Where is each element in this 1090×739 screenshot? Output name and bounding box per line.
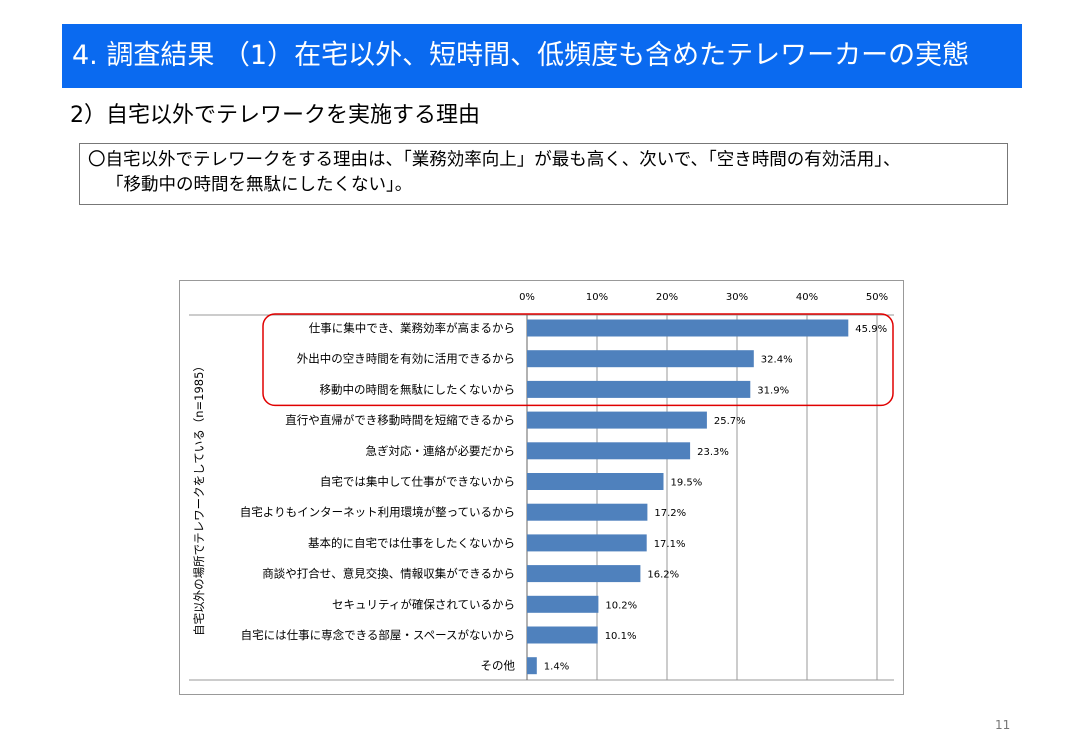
bar bbox=[527, 534, 647, 552]
value-label: 10.2% bbox=[605, 600, 637, 611]
bar bbox=[527, 473, 664, 490]
bar bbox=[527, 411, 707, 429]
bar bbox=[527, 626, 598, 644]
highlight-box bbox=[262, 313, 894, 407]
category-label: 自宅では集中して仕事ができないから bbox=[320, 475, 515, 489]
bar bbox=[527, 319, 849, 337]
value-label: 1.4% bbox=[544, 662, 569, 673]
value-label: 16.2% bbox=[647, 570, 679, 581]
x-tick-label: 30% bbox=[726, 292, 748, 303]
summary-line-1: 〇自宅以外でテレワークをする理由は、「業務効率向上」が最も高く、次いで、「空き時… bbox=[88, 150, 901, 170]
category-label: 仕事に集中でき、業務効率が高まるから bbox=[309, 321, 515, 335]
category-label: セキュリティが確保されているから bbox=[332, 597, 515, 611]
bar bbox=[527, 503, 648, 521]
category-label: 外出中の空き時間を有効に活用できるから bbox=[297, 352, 515, 366]
summary-box: 〇自宅以外でテレワークをする理由は、「業務効率向上」が最も高く、次いで、「空き時… bbox=[79, 143, 1008, 205]
value-label: 45.9% bbox=[855, 324, 887, 335]
category-label: 移動中の時間を無駄にしたくないから bbox=[320, 382, 516, 396]
slide-title-banner: 4. 調査結果 （1）在宅以外、短時間、低頻度も含めたテレワーカーの実態 bbox=[62, 24, 1022, 88]
category-label: 商談や打合せ、意見交換、情報収集ができるから bbox=[262, 567, 515, 581]
category-label: 自宅には仕事に専念できる部屋・スペースがないから bbox=[241, 628, 515, 642]
x-tick-label: 40% bbox=[796, 292, 818, 303]
summary-line-2: 「移動中の時間を無駄にしたくない」。 bbox=[106, 175, 413, 195]
value-label: 31.9% bbox=[757, 385, 789, 396]
value-label: 25.7% bbox=[714, 416, 746, 427]
value-label: 32.4% bbox=[761, 355, 793, 366]
value-label: 17.1% bbox=[654, 539, 686, 550]
category-label: 直行や直帰ができ移動時間を短縮できるから bbox=[285, 413, 515, 427]
category-label: 自宅よりもインターネット利用環境が整っているから bbox=[240, 505, 515, 519]
bar bbox=[527, 657, 537, 675]
value-label: 19.5% bbox=[671, 478, 703, 489]
category-label: その他 bbox=[481, 659, 516, 673]
x-tick-label: 20% bbox=[656, 292, 678, 303]
section-subtitle: 2）自宅以外でテレワークを実施する理由 bbox=[70, 103, 480, 128]
y-axis-label: 自宅以外の場所でテレワークをしている（n=1985） bbox=[192, 360, 206, 636]
x-tick-label: 10% bbox=[586, 292, 608, 303]
value-label: 23.3% bbox=[697, 447, 729, 458]
page-number: 11 bbox=[995, 718, 1011, 732]
bar bbox=[527, 565, 641, 583]
bar bbox=[527, 350, 754, 368]
bar bbox=[527, 380, 751, 398]
bar bbox=[527, 595, 599, 613]
value-label: 10.1% bbox=[605, 631, 637, 642]
category-label: 急ぎ対応・連絡が必要だから bbox=[366, 444, 516, 458]
x-tick-label: 0% bbox=[519, 292, 535, 303]
bar-chart: 0% 10% 20% 30% 40% 50% 仕事に集中でき、業務効率が高まるから 45.9%… bbox=[179, 280, 904, 695]
value-label: 17.2% bbox=[654, 508, 686, 519]
x-tick-label: 50% bbox=[866, 292, 888, 303]
bar bbox=[527, 442, 691, 460]
category-label: 基本的に自宅では仕事をしたくないから bbox=[308, 536, 515, 550]
